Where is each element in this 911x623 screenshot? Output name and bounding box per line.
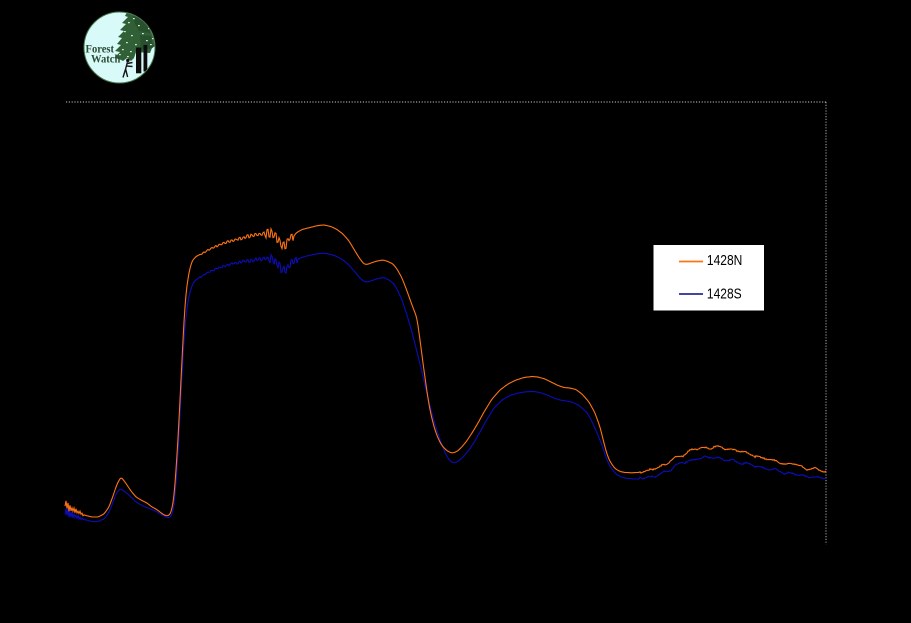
svg-text:Watch: Watch [91,53,120,65]
svg-text:1428S: 1428S [707,285,742,301]
svg-text:1428N: 1428N [707,252,742,268]
svg-text:Forest: Forest [86,43,115,55]
